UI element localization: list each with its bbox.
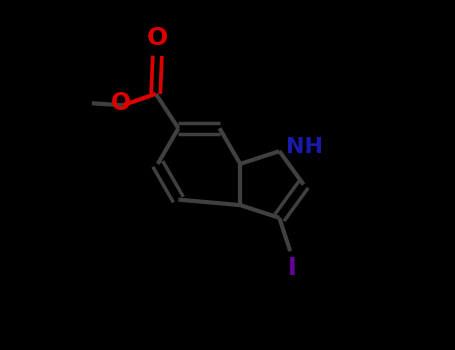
Text: I: I xyxy=(288,256,296,280)
Text: O: O xyxy=(111,91,131,115)
Text: O: O xyxy=(147,26,168,50)
Text: NH: NH xyxy=(286,137,324,158)
